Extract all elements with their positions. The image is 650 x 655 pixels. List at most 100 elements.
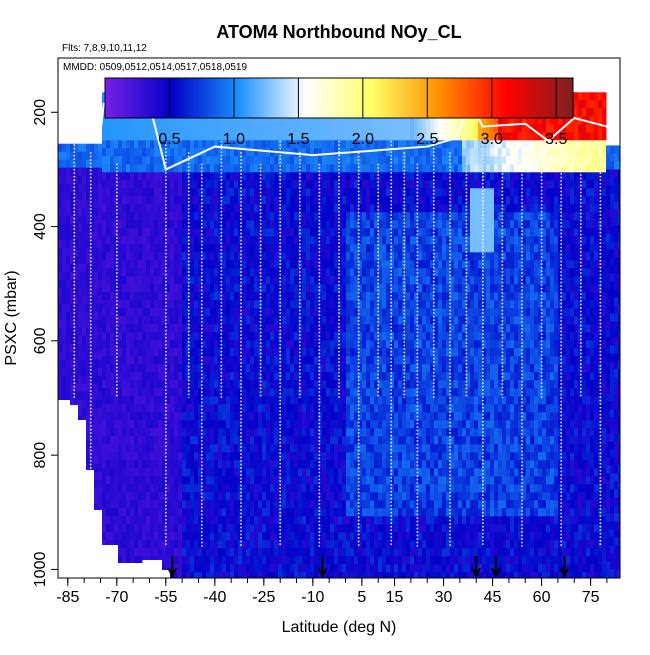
heatmap-cell (58, 304, 63, 313)
heatmap-cell (166, 524, 171, 533)
heatmap-cell (374, 260, 379, 269)
heatmap-cell (62, 152, 67, 161)
heatmap-cell (122, 308, 127, 317)
heatmap-cell (242, 492, 247, 501)
heatmap-cell (378, 428, 383, 437)
heatmap-cell (158, 492, 163, 501)
heatmap-cell (170, 284, 175, 293)
heatmap-cell (274, 340, 279, 349)
heatmap-cell (370, 260, 375, 269)
heatmap-cell (174, 524, 179, 533)
heatmap-cell (262, 428, 267, 437)
heatmap-cell (258, 428, 263, 437)
heatmap-cell (290, 484, 295, 493)
heatmap-cell (314, 236, 319, 245)
heatmap-cell (298, 572, 303, 578)
heatmap-cell (274, 364, 279, 373)
heatmap-cell (270, 372, 275, 381)
heatmap-cell (106, 244, 111, 253)
heatmap-cell (234, 460, 239, 469)
heatmap-cell (166, 276, 171, 285)
heatmap-cell (306, 308, 311, 317)
heatmap-cell (130, 220, 135, 229)
heatmap-cell (254, 492, 259, 501)
heatmap-cell (242, 372, 247, 381)
heatmap-cell (110, 404, 115, 413)
heatmap-cell (118, 260, 123, 269)
heatmap-cell (218, 556, 223, 565)
heatmap-cell (206, 340, 211, 349)
heatmap-cell (178, 348, 183, 357)
heatmap-cell (254, 228, 259, 237)
heatmap-cell (314, 340, 319, 349)
heatmap-cell (394, 556, 399, 565)
heatmap-cell (150, 532, 155, 541)
heatmap-cell (298, 500, 303, 509)
heatmap-cell (386, 540, 391, 549)
heatmap-cell (210, 156, 215, 165)
heatmap-cell (274, 180, 279, 189)
heatmap-cell (382, 156, 387, 165)
heatmap-cell (254, 188, 259, 197)
heatmap-cell (394, 516, 399, 525)
heatmap-cell (174, 476, 179, 485)
heatmap-cell (226, 508, 231, 517)
heatmap-cell (346, 220, 351, 229)
heatmap-cell (110, 124, 115, 132)
heatmap-cell (226, 412, 231, 421)
heatmap-cell (334, 356, 339, 365)
heatmap-cell (210, 380, 215, 389)
heatmap-cell (394, 172, 399, 181)
heatmap-cell (150, 212, 155, 221)
heatmap-cell (206, 244, 211, 253)
heatmap-cell (138, 444, 143, 453)
heatmap-cell (110, 532, 115, 541)
heatmap-cell (386, 180, 391, 189)
heatmap-cell (346, 132, 351, 141)
heatmap-cell (370, 316, 375, 325)
heatmap-cell (342, 364, 347, 373)
heatmap-cell (102, 524, 107, 533)
heatmap-cell (114, 500, 119, 509)
heatmap-cell (306, 460, 311, 469)
heatmap-cell (246, 428, 251, 437)
heatmap-cell (62, 208, 67, 217)
heatmap-cell (230, 444, 235, 453)
heatmap-cell (58, 152, 63, 161)
heatmap-cell (306, 180, 311, 189)
heatmap-cell (230, 172, 235, 181)
heatmap-cell (138, 436, 143, 445)
heatmap-cell (182, 460, 187, 469)
heatmap-cell (258, 404, 263, 413)
heatmap-cell (198, 316, 203, 325)
heatmap-cell (342, 260, 347, 269)
heatmap-cell (182, 532, 187, 541)
heatmap-cell (350, 540, 355, 549)
heatmap-cell (150, 508, 155, 517)
heatmap-cell (374, 132, 379, 141)
heatmap-cell (290, 364, 295, 373)
heatmap-cell (194, 356, 199, 365)
heatmap-cell (190, 308, 195, 317)
heatmap-cell (102, 532, 107, 541)
heatmap-cell (294, 180, 299, 189)
heatmap-cell (58, 312, 63, 321)
heatmap-cell (78, 168, 83, 177)
heatmap-cell (98, 432, 103, 441)
heatmap-cell (110, 164, 115, 173)
heatmap-cell (282, 188, 287, 197)
heatmap-cell (214, 196, 219, 205)
heatmap-cell (294, 156, 299, 165)
heatmap-cell (266, 500, 271, 509)
heatmap-cell (66, 256, 71, 265)
heatmap-cell (274, 444, 279, 453)
heatmap-cell (218, 492, 223, 501)
heatmap-cell (146, 412, 151, 421)
heatmap-cell (366, 436, 371, 445)
heatmap-cell (218, 212, 223, 221)
heatmap-cell (166, 228, 171, 237)
heatmap-cell (310, 428, 315, 437)
heatmap-cell (178, 284, 183, 293)
heatmap-cell (110, 284, 115, 293)
heatmap-cell (94, 192, 99, 201)
